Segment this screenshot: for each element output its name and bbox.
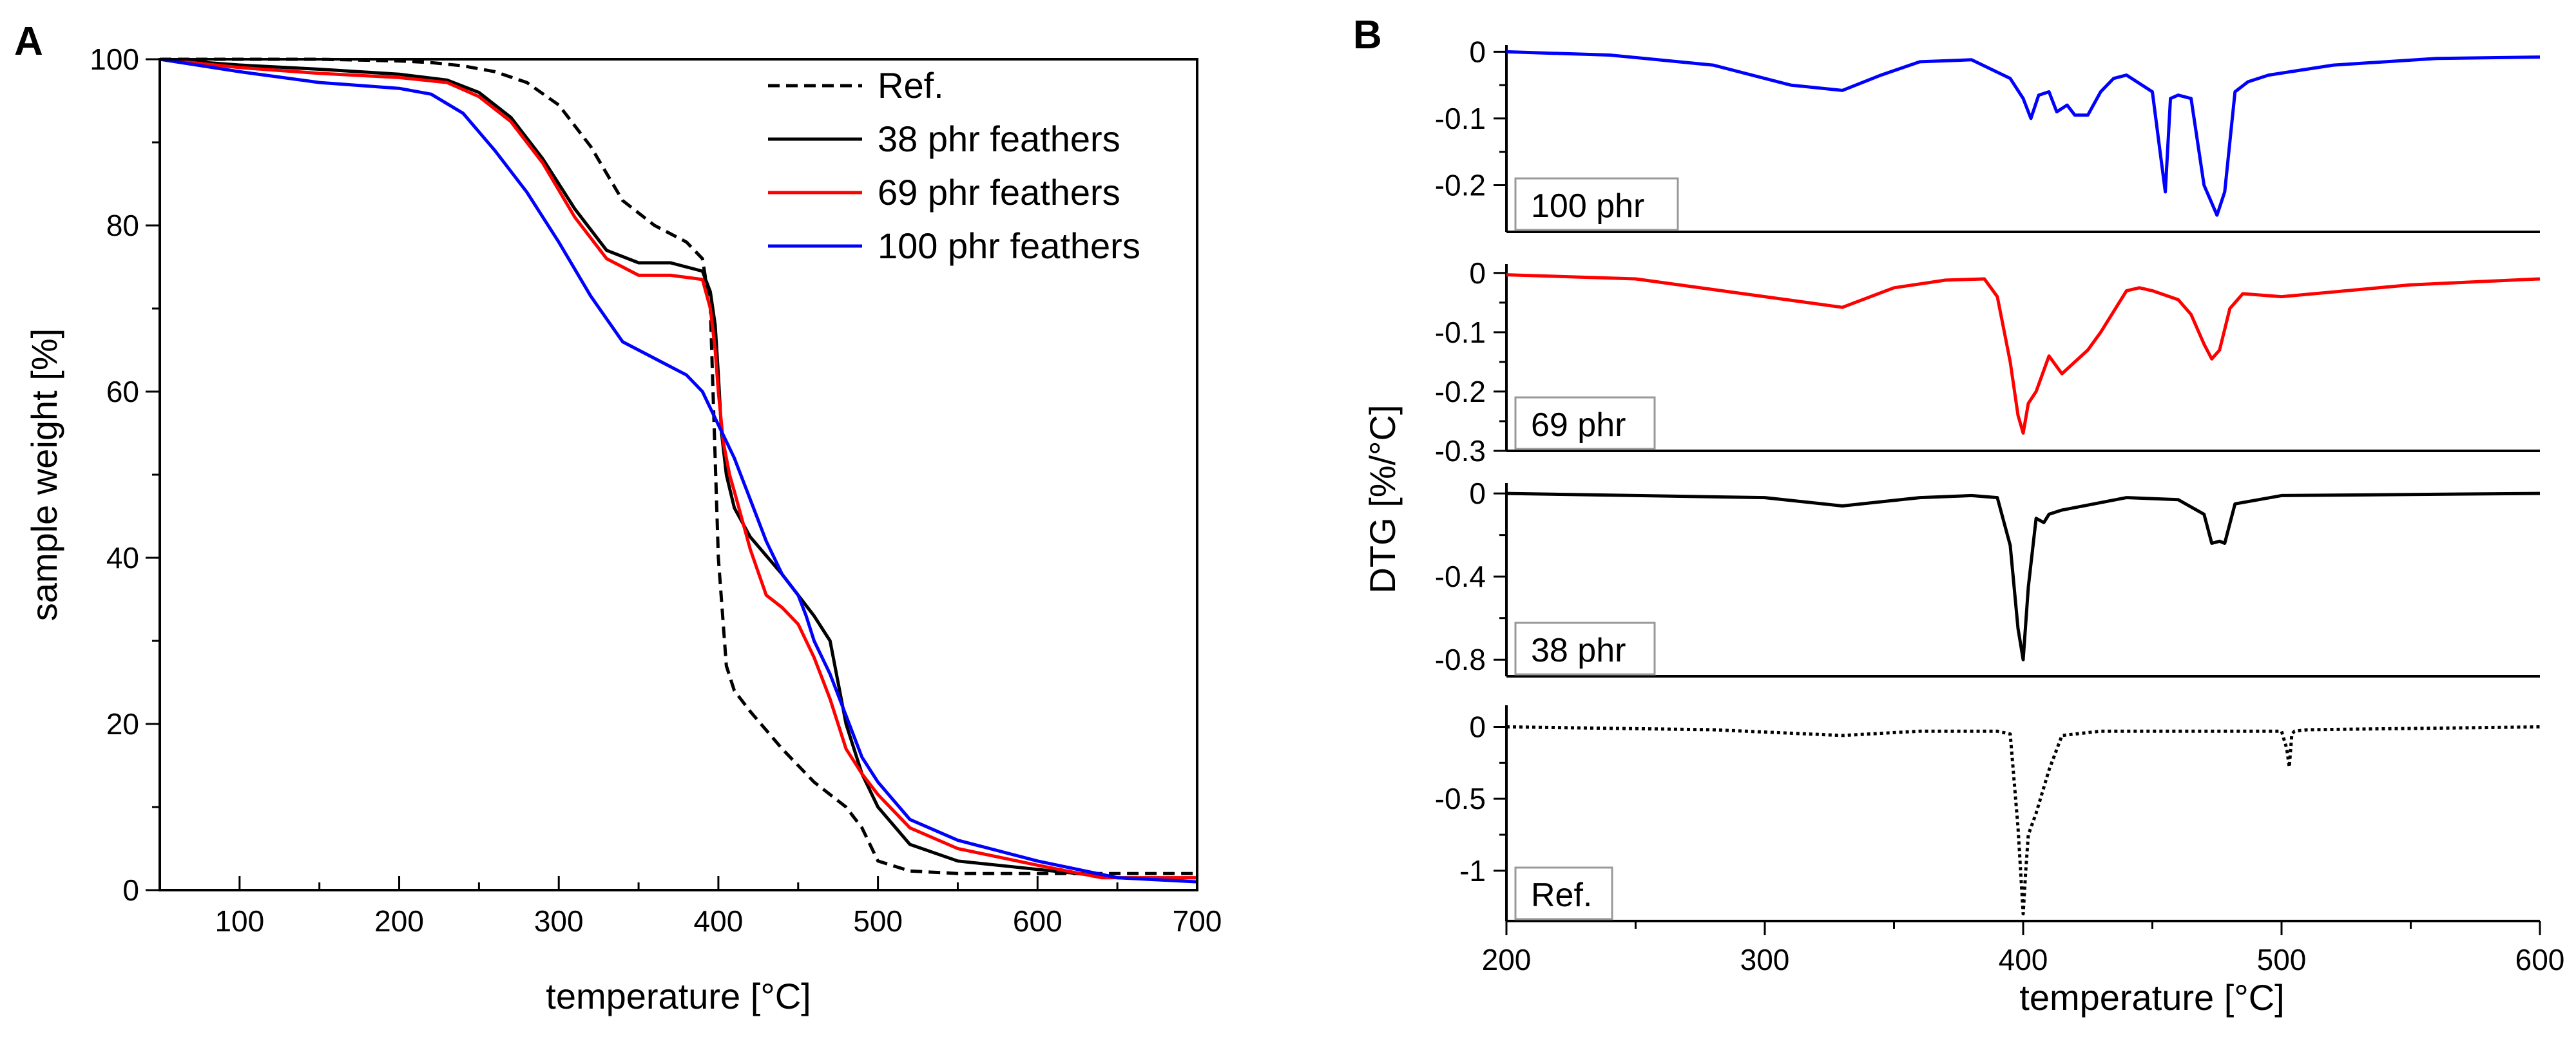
panel-b-subplot-label-box [1514,396,1656,450]
y-tick-label: -0.5 [1435,782,1486,815]
panel-b-subplot-1: 0 -0.1 -0.2 100 phr [1435,35,2541,233]
panel-b-series-line-4 [1506,725,2541,916]
panel-a-letter: A [14,19,43,64]
panel-a-y-axis-title: sample weight [%] [24,328,64,621]
x-tick-label: 600 [1013,904,1062,938]
panel-b-x-axis-title: temperature [°C] [2019,977,2284,1018]
panel-b-x-axis: 200 300 400 500 600 [1482,921,2565,976]
panel-a-x-axis-title: temperature [°C] [546,976,811,1016]
panel-b-series-line-2 [1506,273,2541,435]
x-tick-label: 100 [215,904,264,938]
panel-b-y-axis-title: DTG [%/°C] [1362,404,1403,593]
panel-a-series [159,57,1198,884]
panel-a-legend: Ref. 38 phr feathers 69 phr feathers 100 ph… [768,65,1140,266]
panel-b-subplot-label: 69 phr [1531,406,1626,444]
panel-b-subplot-label: 38 phr [1531,632,1626,669]
panel-b: B 0 -0.1 -0.2 100 phr 0 -0.1 -0.2 -0.3 69 phr 0 -0… [1353,13,2564,1018]
panel-b-series-line-3 [1506,491,2541,661]
y-tick-label: -1 [1459,854,1486,888]
legend-label: 69 phr feathers [878,172,1120,213]
legend-label: 100 phr feathers [878,225,1140,266]
panel-b-subplot-3: 0 -0.4 -0.8 38 phr [1435,477,2541,678]
x-tick-label: 700 [1173,904,1222,938]
panel-b-subplot-label: 100 phr [1531,187,1644,225]
panel-a-series-line-3 [159,57,1197,880]
panel-b-subplot-2: 0 -0.1 -0.2 -0.3 69 phr [1435,256,2541,468]
panel-b-series-line-1 [1506,50,2541,217]
x-tick-label: 400 [694,904,744,938]
y-tick-label: -0.4 [1435,560,1486,593]
panel-b-subplot-4: 0 -0.5 -1 Ref. [1435,705,2541,922]
y-tick-label: 20 [106,707,139,741]
x-tick-label: 300 [1740,943,1790,976]
legend-label: 38 phr feathers [878,119,1120,159]
x-tick-label: 500 [2257,943,2307,976]
y-tick-label: 100 [90,43,139,76]
x-tick-label: 500 [853,904,903,938]
x-tick-label: 400 [1999,943,2048,976]
x-tick-label: 600 [2515,943,2565,976]
panel-a-ticks: 100 200 300 400 500 600 700 0 20 40 60 80 100 [90,43,1222,938]
legend-label: Ref. [878,65,944,106]
y-tick-label: 0 [1469,35,1486,68]
x-tick-label: 300 [534,904,584,938]
y-tick-label: -0.3 [1435,434,1486,468]
y-tick-label: 0 [1469,477,1486,510]
y-tick-label: -0.8 [1435,643,1486,676]
panel-a: A 100 200 300 400 500 600 700 0 20 40 60 80 100 temp… [14,19,1222,1016]
panel-b-subplot-label-box [1514,622,1656,676]
x-tick-label: 200 [374,904,424,938]
y-tick-label: 60 [106,375,139,408]
y-tick-label: -0.2 [1435,169,1486,202]
panel-a-plot-frame [159,58,1198,891]
panel-b-subplots: 0 -0.1 -0.2 100 phr 0 -0.1 -0.2 -0.3 69 phr 0 -0.4… [1435,35,2565,976]
y-tick-label: -0.1 [1435,102,1486,135]
y-tick-label: -0.1 [1435,316,1486,349]
y-tick-label: 0 [1469,710,1486,744]
panel-b-subplot-label-box [1514,177,1679,231]
panel-a-series-line-4 [159,57,1198,884]
y-tick-label: 40 [106,541,139,575]
panel-b-letter: B [1353,13,1382,57]
y-tick-label: -0.2 [1435,375,1486,408]
x-tick-label: 200 [1482,943,1532,976]
y-tick-label: 0 [122,873,139,907]
y-tick-label: 0 [1469,256,1486,290]
y-tick-label: 80 [106,209,139,242]
panel-b-subplot-label-box [1514,866,1613,920]
panel-a-series-line-1 [160,57,1197,875]
panel-b-subplot-label: Ref. [1531,877,1592,914]
